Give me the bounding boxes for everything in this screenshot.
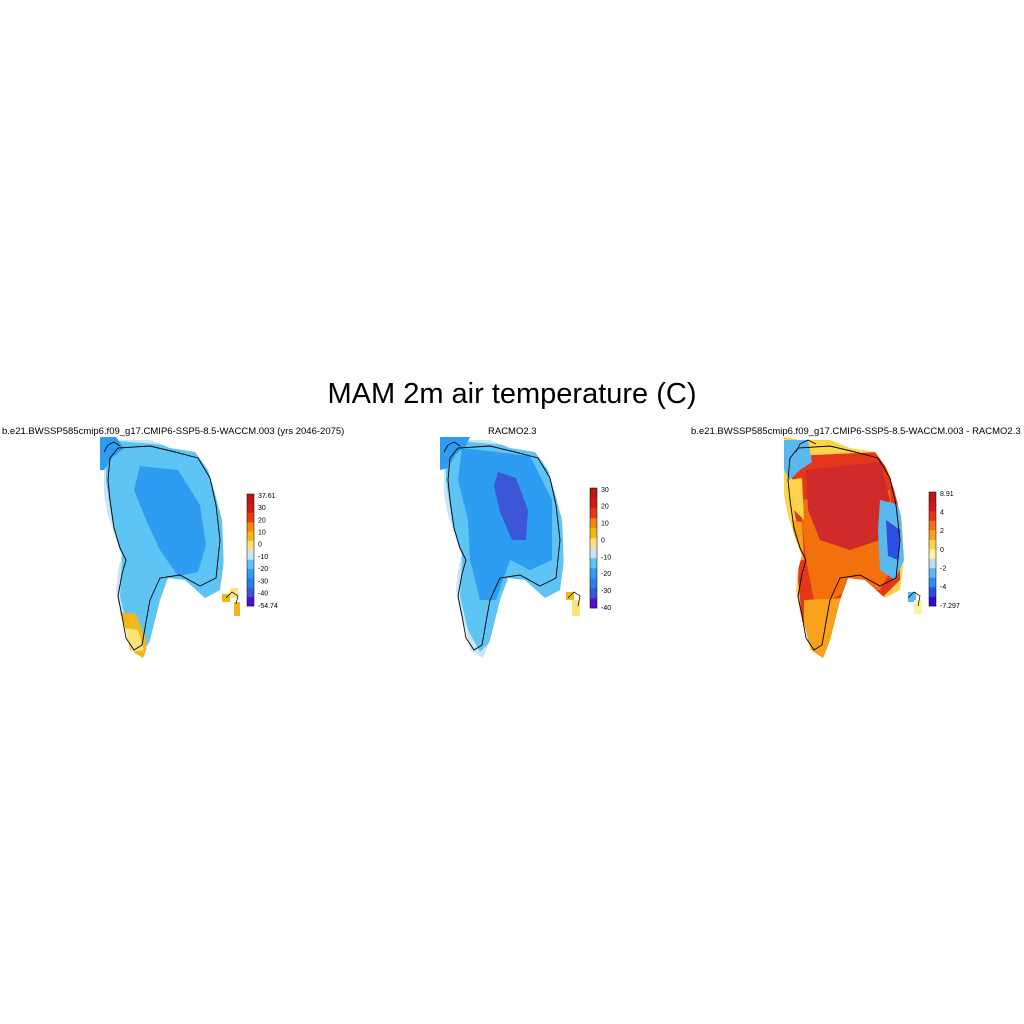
panel-title-racmo: RACMO2.3 bbox=[488, 426, 537, 437]
colorbar-swatch bbox=[590, 518, 597, 529]
colorbar-swatch bbox=[929, 568, 936, 578]
colorbar-tick-label: -40 bbox=[258, 591, 268, 598]
colorbar-swatch bbox=[590, 528, 597, 539]
colorbar-tick-label: 30 bbox=[601, 487, 609, 494]
colorbar-swatch bbox=[590, 578, 597, 589]
colorbar-tick-label: 37.61 bbox=[258, 493, 276, 500]
colorbar-swatch bbox=[929, 577, 936, 588]
map-panel-racmo bbox=[440, 437, 581, 658]
colorbar-swatch bbox=[247, 540, 254, 551]
colorbar-swatch bbox=[929, 501, 936, 512]
colorbar-tick-label: 8.91 bbox=[940, 491, 954, 498]
colorbar-tick-label: 0 bbox=[940, 547, 944, 554]
colorbar-tick-label: 4 bbox=[940, 510, 944, 517]
colorbar-tick-label: 0 bbox=[601, 537, 605, 544]
colorbar-tick-label: 20 bbox=[601, 504, 609, 511]
colorbar-racmo: 30 20 10 0 -10 -20 -30 -40 bbox=[589, 487, 611, 612]
colorbar-tick-label: -40 bbox=[601, 605, 611, 612]
colorbar-swatch bbox=[590, 498, 597, 509]
colorbar-tick-label: -10 bbox=[258, 554, 268, 561]
colorbar-outline bbox=[589, 487, 598, 609]
colorbar-swatch bbox=[247, 587, 254, 597]
panel-title-model: b.e21.BWSSP585cmip6.f09_g17.CMIP6-SSP5-8… bbox=[2, 426, 345, 437]
colorbar-swatch bbox=[590, 598, 597, 609]
colorbar-swatch bbox=[247, 494, 254, 504]
colorbar-swatch bbox=[247, 550, 254, 560]
colorbar-swatch bbox=[929, 492, 936, 502]
colorbar-swatch bbox=[929, 558, 936, 569]
colorbar-tick-label: -30 bbox=[258, 578, 268, 585]
colorbar-model: 37.61 30 20 10 0 -10 -20 -30 -40 -54.74 bbox=[246, 493, 278, 610]
colorbar-swatch bbox=[247, 522, 254, 532]
map-panel-difference bbox=[784, 437, 922, 658]
colorbar-swatch bbox=[247, 512, 254, 523]
colorbar-swatch bbox=[929, 587, 936, 597]
colorbar-swatch bbox=[590, 508, 597, 519]
colorbar-tick-label: -54.74 bbox=[258, 603, 278, 610]
colorbar-swatch bbox=[590, 488, 597, 499]
temperature-difference-field bbox=[784, 437, 904, 658]
colorbar-swatch bbox=[590, 538, 597, 549]
figure-title: MAM 2m air temperature (C) bbox=[327, 378, 697, 410]
colorbar-swatch bbox=[929, 596, 936, 607]
colorbar-tick-label: -10 bbox=[601, 554, 611, 561]
colorbar-swatch bbox=[247, 559, 254, 569]
colorbar-tick-label: 0 bbox=[258, 542, 262, 549]
colorbar-tick-label: -7.297 bbox=[940, 603, 960, 610]
colorbar-swatch bbox=[247, 578, 254, 588]
colorbar-tick-label: 30 bbox=[258, 505, 266, 512]
colorbar-swatch bbox=[929, 520, 936, 531]
colorbar-swatch bbox=[247, 531, 254, 541]
colorbar-tick-label: 20 bbox=[258, 517, 266, 524]
colorbar-tick-label: -2 bbox=[940, 566, 946, 573]
colorbar-swatch bbox=[247, 503, 254, 513]
temperature-field bbox=[444, 437, 564, 658]
colorbar-tick-label: 2 bbox=[940, 528, 944, 535]
colorbar-tick-label: 10 bbox=[258, 530, 266, 537]
temperature-field bbox=[104, 437, 224, 658]
panel-title-difference: b.e21.BWSSP585cmip6.f09_g17.CMIP6-SSP5-8… bbox=[691, 426, 1021, 437]
colorbar-swatch bbox=[590, 588, 597, 599]
colorbar-difference: 8.91 4 2 0 -2 -4 -7.297 bbox=[928, 491, 960, 610]
colorbar-tick-label: -20 bbox=[601, 571, 611, 578]
colorbar-swatch bbox=[929, 530, 936, 540]
map-panel-model bbox=[100, 437, 240, 658]
colorbar-swatch bbox=[929, 511, 936, 521]
colorbar-tick-label: -30 bbox=[601, 588, 611, 595]
colorbar-swatch bbox=[590, 558, 597, 569]
colorbar-outline bbox=[246, 493, 255, 607]
colorbar-tick-label: 10 bbox=[601, 521, 609, 528]
colorbar-swatch bbox=[590, 548, 597, 559]
colorbar-swatch bbox=[590, 568, 597, 579]
colorbar-swatch bbox=[929, 539, 936, 550]
colorbar-swatch bbox=[247, 596, 254, 607]
colorbar-swatch bbox=[247, 568, 254, 579]
colorbar-swatch bbox=[929, 549, 936, 559]
colorbar-outline bbox=[928, 491, 937, 607]
colorbar-tick-label: -20 bbox=[258, 566, 268, 573]
colorbar-tick-label: -4 bbox=[940, 584, 946, 591]
